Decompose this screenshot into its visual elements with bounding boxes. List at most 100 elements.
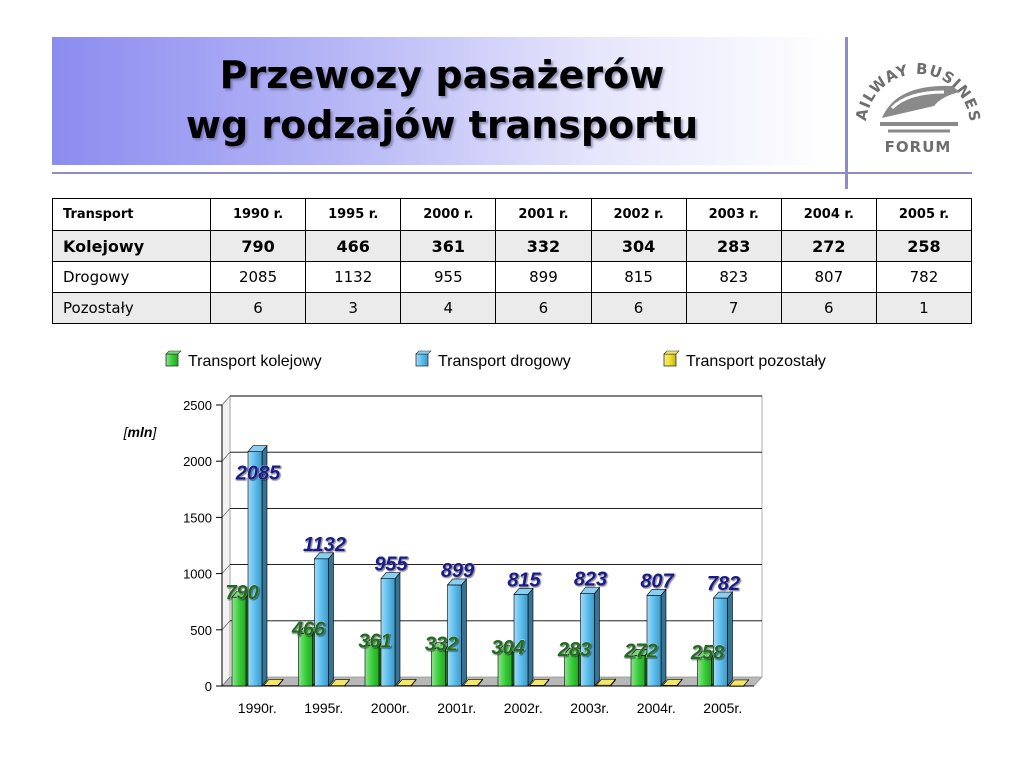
table-row-drogowy: Drogowy 2085 1132 955 899 815 823 807 78… — [52, 261, 973, 293]
bar-top — [529, 679, 550, 686]
bar-top — [728, 679, 750, 687]
data-label: 2085 — [235, 463, 281, 485]
table-header-cell: 2003 r. — [685, 198, 782, 231]
legend-swatch-top — [415, 350, 432, 355]
table-cell: 466 — [305, 230, 402, 262]
table-header-cell: 2000 r. — [400, 198, 497, 231]
x-tick-label: 1990r. — [238, 700, 277, 716]
table-cell: 4 — [400, 292, 497, 324]
data-label: 258 — [690, 642, 725, 664]
data-label: 823 — [574, 568, 607, 590]
bar-top — [513, 588, 534, 595]
data-label: 466 — [291, 619, 326, 641]
table-cell: 790 — [209, 230, 307, 262]
table-cell: 332 — [495, 230, 592, 262]
table-cell: 955 — [400, 261, 497, 293]
data-label: 332 — [425, 634, 458, 656]
table-cell: Pozostały — [52, 292, 211, 324]
svg-text:FORUM: FORUM — [885, 138, 952, 156]
y-tick-label: 500 — [190, 623, 212, 638]
logo-divider — [845, 37, 848, 189]
data-label: 899 — [441, 560, 475, 582]
bar-side — [660, 588, 667, 687]
gridline-side — [221, 620, 231, 631]
bar-top — [662, 679, 683, 686]
data-label: 272 — [623, 640, 657, 662]
table-cell: 6 — [495, 292, 592, 324]
table-cell: 6 — [780, 292, 877, 324]
data-label: 955 — [374, 554, 408, 576]
bar-side — [527, 587, 534, 687]
data-label: 361 — [358, 630, 391, 652]
bar-side — [461, 578, 467, 687]
x-tick-label: 2005r. — [703, 700, 742, 716]
x-tick-label: 2003r. — [570, 700, 609, 716]
x-tick-label: 2001r. — [437, 700, 476, 716]
legend-swatch — [165, 353, 179, 367]
table-cell: 815 — [590, 261, 687, 293]
bar-top — [313, 552, 335, 560]
data-label: 283 — [557, 639, 591, 661]
table-header-cell: 1990 r. — [209, 198, 307, 231]
data-label: 790 — [225, 582, 258, 604]
table-cell: 258 — [875, 230, 973, 262]
x-tick-label: 2002r. — [504, 700, 543, 716]
table-cell: 283 — [685, 230, 782, 262]
data-label: 1132 — [303, 534, 346, 556]
table-cell: 2085 — [209, 261, 307, 293]
header-divider — [52, 172, 972, 174]
bar-top — [579, 587, 601, 594]
table-cell: 6 — [590, 292, 687, 324]
bar-top — [595, 678, 617, 686]
table-header-cell: 2002 r. — [590, 198, 687, 231]
title-line-1: Przewozy pasażerów — [219, 53, 665, 97]
unit-bracket-open: [ — [123, 424, 130, 440]
bar-top — [462, 679, 484, 686]
table-cell: 899 — [495, 261, 592, 293]
bar-side — [727, 591, 733, 687]
gridline-side — [221, 395, 231, 406]
legend-swatch — [663, 353, 677, 367]
x-tick-label: 2004r. — [637, 700, 676, 716]
table-cell: 807 — [780, 261, 877, 293]
chart-side-wall — [221, 394, 231, 688]
table-header-cell: Transport — [52, 198, 211, 231]
gridline-side — [221, 676, 231, 687]
table-cell: 1132 — [305, 261, 402, 293]
legend-swatch — [415, 353, 429, 367]
data-label: 304 — [491, 637, 524, 659]
table-cell: 304 — [590, 230, 687, 262]
table-cell: 3 — [305, 292, 402, 324]
data-label: 782 — [707, 573, 740, 595]
bar-top — [263, 679, 284, 686]
bar-side — [594, 586, 600, 687]
table-row-kolejowy: Kolejowy 790 466 361 332 304 283 272 258 — [52, 230, 973, 262]
railway-business-forum-logo: RAILWAY BUSINESS FORUM — [852, 34, 983, 156]
bar-top — [446, 578, 468, 586]
table-cell: 782 — [875, 261, 973, 293]
y-tick-label: 2000 — [183, 454, 212, 469]
bar-top — [396, 679, 417, 686]
table-header-cell: 1995 r. — [305, 198, 402, 231]
data-label: 815 — [507, 569, 541, 591]
table-cell: 272 — [780, 230, 877, 262]
table-cell: Kolejowy — [52, 230, 211, 262]
x-tick-label: 2000r. — [371, 700, 410, 716]
legend-label: Transport kolejowy — [188, 353, 322, 370]
bar-top — [380, 572, 401, 579]
bar-top — [247, 445, 268, 452]
bar — [231, 596, 247, 687]
bar — [298, 633, 313, 687]
table-row-pozostaly: Pozostały 6 3 4 6 6 7 6 1 — [52, 292, 973, 324]
bar-side — [328, 551, 334, 687]
y-tick-label: 1000 — [183, 567, 212, 582]
bar-side — [394, 571, 401, 687]
y-unit-label: [mln] — [123, 424, 158, 440]
y-tick-label: 0 — [205, 679, 212, 694]
unit-text: mln — [128, 424, 153, 440]
data-table: Transport 1990 r. 1995 r. 2000 r. 2001 r… — [52, 198, 973, 324]
y-tick-label: 1500 — [183, 510, 212, 525]
table-header-cell: 2001 r. — [495, 198, 592, 231]
gridline-side — [221, 451, 231, 462]
title-line-2: wg rodzajów transportu — [185, 103, 699, 147]
